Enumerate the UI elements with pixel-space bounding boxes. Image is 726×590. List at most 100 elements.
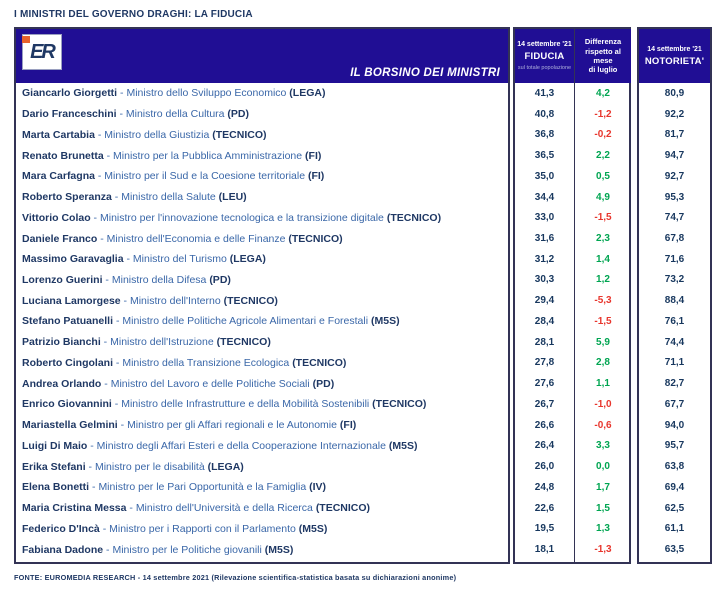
differenza-value: 1,1 [596, 378, 610, 390]
differenza-value-row: -5,3 [575, 290, 631, 311]
minister-party: (FI) [307, 170, 325, 183]
minister-role: Ministro dello Sviluppo Economico [126, 87, 290, 100]
minister-name: Patrizio Bianchi [22, 336, 101, 349]
fiducia-value-row: 26,7 [515, 394, 574, 415]
notorieta-value: 69,4 [664, 481, 685, 493]
minister-party: (PD) [227, 108, 250, 121]
minister-row: Marta Cartabia - Ministro della Giustizi… [16, 124, 508, 145]
minister-row: Roberto Speranza - Ministro della Salute… [16, 187, 508, 208]
fiducia-value: 40,8 [534, 108, 555, 120]
minister-role: Ministro della Cultura [125, 108, 228, 121]
minister-row: Patrizio Bianchi - Ministro dell'Istruzi… [16, 332, 508, 353]
notorieta-value-row: 80,9 [639, 83, 710, 104]
minister-party: (TECNICO) [386, 211, 442, 224]
euromedia-logo: ER [22, 34, 62, 70]
minister-row: Renato Brunetta - Ministro per la Pubbli… [16, 145, 508, 166]
differenza-value-row: 4,2 [575, 83, 631, 104]
differenza-value-row: -0,2 [575, 124, 631, 145]
fiducia-value: 28,1 [534, 336, 555, 348]
notorieta-value-row: 92,2 [639, 104, 710, 125]
minister-role: Ministro dell'Università e della Ricerca [135, 502, 316, 515]
minister-name: Vittorio Colao [22, 211, 91, 224]
minister-row: Roberto Cingolani - Ministro della Trans… [16, 353, 508, 374]
euromedia-logo-text: ER [30, 41, 56, 63]
fiducia-value: 28,4 [534, 315, 555, 327]
separator: - [97, 232, 107, 245]
minister-party: (TECNICO) [292, 356, 347, 369]
fiducia-value-row: 26,4 [515, 435, 574, 456]
notorieta-value-row: 71,6 [639, 249, 710, 270]
differenza-value: 1,5 [596, 502, 610, 514]
separator: - [94, 170, 105, 183]
fiducia-header: 14 settembre '21 FIDUCIA sul totale popo… [515, 29, 574, 83]
notorieta-value-row: 92,7 [639, 166, 710, 187]
differenza-value-row: 1,4 [575, 249, 631, 270]
fiducia-value: 36,8 [534, 129, 555, 141]
minister-party: (PD) [312, 377, 335, 390]
minister-role: Ministro per le Politiche giovanili [112, 543, 265, 556]
minister-row: Federico D'Incà - Ministro per i Rapport… [16, 518, 508, 539]
minister-role: Ministro dell'Interno [129, 294, 224, 307]
fiducia-value: 31,6 [534, 233, 555, 244]
differenza-value-row: -0,6 [575, 415, 631, 436]
notorieta-value-row: 74,7 [639, 207, 710, 228]
fiducia-value: 19,5 [534, 523, 555, 535]
minister-name: Luciana Lamorgese [22, 294, 121, 307]
notorieta-value: 94,7 [664, 150, 685, 162]
differenza-value-row: 1,2 [575, 270, 631, 291]
differenza-label-line2: rispetto al mese [585, 46, 621, 65]
notorieta-value-row: 67,7 [639, 394, 710, 415]
notorieta-value-row: 61,1 [639, 518, 710, 539]
notorieta-value-row: 63,8 [639, 456, 710, 477]
notorieta-value-row: 71,1 [639, 353, 710, 374]
differenza-value-row: 0,0 [575, 456, 631, 477]
notorieta-value: 81,7 [664, 129, 685, 141]
minister-role: Ministro delle Infrastrutture e della Mo… [121, 398, 373, 411]
differenza-value-row: 5,9 [575, 332, 631, 353]
minister-role: Ministro degli Affari Esteri e della Coo… [96, 439, 389, 452]
notorieta-value: 95,7 [664, 440, 685, 452]
minister-party: (M5S) [298, 522, 328, 535]
separator: - [120, 294, 130, 307]
notorieta-value: 71,1 [664, 357, 685, 369]
fiducia-value: 22,6 [534, 502, 555, 514]
separator: - [100, 336, 111, 349]
separator: - [123, 253, 133, 266]
fiducia-value-row: 35,0 [515, 166, 574, 187]
differenza-value: 3,3 [596, 440, 610, 452]
notorieta-value-row: 73,2 [639, 270, 710, 291]
minister-row: Fabiana Dadone - Ministro per le Politic… [16, 539, 508, 560]
minister-party: (TECNICO) [212, 128, 267, 141]
fiducia-value: 29,4 [534, 295, 555, 307]
minister-row: Dario Franceschini - Ministro della Cult… [16, 104, 508, 125]
separator: - [116, 108, 126, 121]
separator: - [99, 522, 110, 535]
minister-row: Massimo Garavaglia - Ministro del Turism… [16, 249, 508, 270]
notorieta-value: 63,8 [664, 461, 685, 473]
minister-party: (LEGA) [289, 87, 326, 100]
minister-role: Ministro per l'innovazione tecnologica e… [99, 211, 387, 224]
fiducia-value-row: 30,3 [515, 270, 574, 291]
differenza-value: -1,3 [594, 544, 612, 556]
differenza-value-row: 2,3 [575, 228, 631, 249]
minister-role: Ministro delle Politiche Agricole Alimen… [122, 315, 371, 328]
minister-name: Marta Cartabia [22, 128, 95, 141]
minister-name: Massimo Garavaglia [22, 253, 124, 266]
minister-role: Ministro della Transizione Ecologica [122, 356, 293, 369]
minister-row: Vittorio Colao - Ministro per l'innovazi… [16, 207, 508, 228]
minister-row: Lorenzo Guerini - Ministro della Difesa … [16, 270, 508, 291]
minister-row: Daniele Franco - Ministro dell'Economia … [16, 228, 508, 249]
differenza-value: 0,0 [596, 461, 610, 473]
fiducia-value: 36,5 [534, 150, 555, 162]
differenza-value-row: -1,5 [575, 311, 631, 332]
fiducia-value-row: 27,6 [515, 373, 574, 394]
minister-role: Ministro dell'Economia e delle Finanze [106, 232, 289, 245]
fiducia-value-row: 27,8 [515, 353, 574, 374]
minister-role: Ministro dell'Istruzione [110, 336, 217, 349]
separator: - [113, 315, 123, 328]
notorieta-value-row: 82,7 [639, 373, 710, 394]
page-title: I MINISTRI DEL GOVERNO DRAGHI: LA FIDUCI… [14, 9, 253, 20]
differenza-value: -0,2 [594, 129, 612, 141]
minister-name: Roberto Cingolani [22, 356, 113, 369]
